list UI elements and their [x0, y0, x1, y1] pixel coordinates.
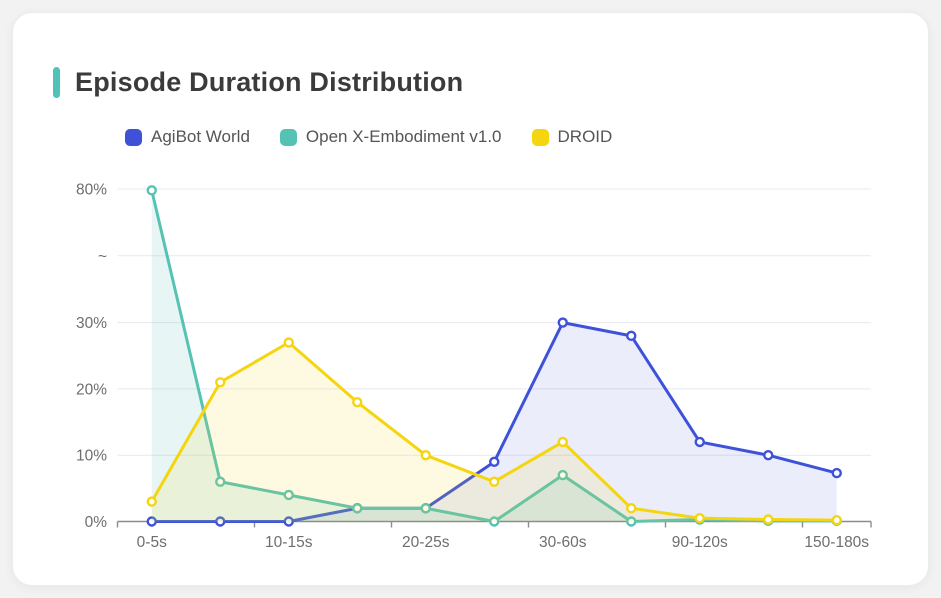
data-point-droid[interactable]: [283, 337, 294, 348]
data-point-open-x-embodiment-v1-0[interactable]: [283, 489, 294, 501]
data-point-agibot-world[interactable]: [283, 516, 294, 527]
data-point-agibot-world[interactable]: [557, 317, 568, 328]
data-point-droid[interactable]: [694, 512, 705, 524]
series-area-open-x-embodiment-v1-0: [151, 190, 837, 522]
legend-swatch-icon: [531, 128, 549, 146]
data-point-droid[interactable]: [489, 476, 500, 487]
legend-label: DROID: [557, 127, 613, 146]
data-point-open-x-embodiment-v1-0[interactable]: [626, 516, 637, 527]
data-point-open-x-embodiment-v1-0[interactable]: [352, 503, 363, 514]
y-axis-tick-label: 10%: [76, 448, 107, 465]
data-point-agibot-world[interactable]: [489, 456, 500, 468]
chart-legend: AgiBot World Open X-Embodiment v1.0 DROI…: [125, 127, 612, 147]
data-point-agibot-world[interactable]: [694, 436, 705, 448]
series-area-agibot-world: [151, 322, 837, 522]
x-axis-tick-label: 90-120s: [672, 534, 728, 551]
data-point-open-x-embodiment-v1-0[interactable]: [557, 469, 568, 481]
x-axis-tick-label: 10-15s: [265, 534, 313, 551]
x-axis-tick-label: 20-25s: [402, 534, 450, 551]
page-title: Episode Duration Distribution: [75, 67, 464, 97]
data-point-open-x-embodiment-v1-0[interactable]: [215, 476, 226, 487]
data-point-open-x-embodiment-v1-0[interactable]: [489, 516, 500, 527]
legend-item-agibot-world[interactable]: AgiBot World: [125, 127, 250, 147]
data-point-droid[interactable]: [146, 496, 157, 507]
data-point-agibot-world[interactable]: [763, 450, 774, 461]
legend-label: AgiBot World: [151, 127, 250, 146]
chart-card: Episode Duration Distribution AgiBot Wor…: [12, 12, 929, 586]
legend-swatch-icon: [279, 128, 297, 146]
data-point-droid[interactable]: [215, 377, 226, 388]
legend-item-droid[interactable]: DROID: [531, 127, 613, 147]
legend-label: Open X-Embodiment v1.0: [305, 127, 502, 146]
series-area-droid: [151, 342, 837, 522]
data-point-droid[interactable]: [420, 450, 431, 461]
data-point-open-x-embodiment-v1-0[interactable]: [146, 185, 157, 196]
legend-item-open-x-embodiment[interactable]: Open X-Embodiment v1.0: [279, 127, 502, 147]
data-point-droid[interactable]: [763, 514, 774, 525]
data-point-droid[interactable]: [626, 503, 637, 514]
x-axis-tick-label: 30-60s: [539, 534, 587, 551]
y-axis-tick-label: 20%: [76, 381, 107, 398]
data-point-droid[interactable]: [831, 514, 842, 526]
title-accent-bar: [53, 67, 60, 98]
data-point-open-x-embodiment-v1-0[interactable]: [420, 503, 431, 514]
data-point-agibot-world[interactable]: [626, 330, 637, 342]
y-axis-tick-label: 30%: [76, 315, 107, 332]
x-axis-tick-label: 0-5s: [137, 534, 167, 551]
x-axis-tick-label: 150-180s: [804, 534, 869, 551]
y-axis-tick-label: 80%: [76, 182, 107, 199]
data-point-droid[interactable]: [352, 396, 363, 408]
data-point-droid[interactable]: [557, 436, 568, 448]
y-axis-tick-label: ~: [98, 248, 107, 265]
chart-header: Episode Duration Distribution: [53, 67, 463, 98]
data-point-agibot-world[interactable]: [215, 516, 226, 527]
y-axis-tick-label: 0%: [85, 514, 108, 531]
legend-swatch-icon: [125, 128, 142, 146]
data-point-agibot-world[interactable]: [831, 467, 842, 479]
data-point-agibot-world[interactable]: [146, 516, 157, 527]
